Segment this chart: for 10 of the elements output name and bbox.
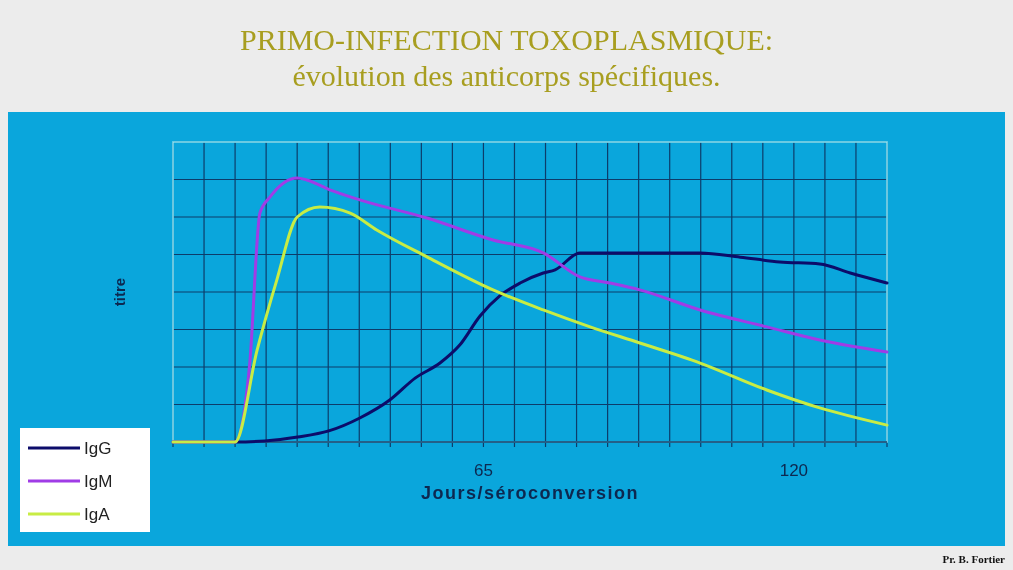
legend-label: IgA	[84, 505, 111, 524]
x-tick-label: 120	[779, 461, 809, 480]
text: Pr. B. Fortier	[942, 553, 1006, 565]
x-tick-label: 65	[473, 461, 493, 480]
chart-title: PRIMO-INFECTION TOXOPLASMIQUE:	[239, 23, 774, 56]
legend-label: IgM	[84, 472, 113, 491]
y-axis-title: titre	[111, 277, 128, 307]
legend-label: IgG	[84, 439, 112, 458]
x-axis-title: Jours/séroconversion	[420, 483, 640, 503]
chart-subtitle: évolution des anticorps spécifiques.	[292, 59, 721, 92]
